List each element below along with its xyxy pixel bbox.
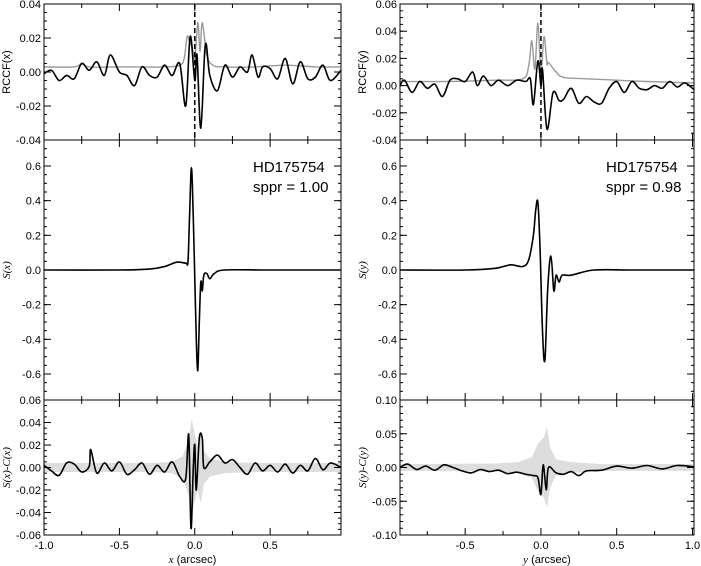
y-tick-label: -0.10 [372,530,397,542]
x-axis-label-unit: (arcsec) [174,554,217,566]
y-tick-label: -0.05 [372,496,397,508]
series-line-black [44,432,341,530]
series-line-black [400,199,694,363]
axes-frame [399,3,695,141]
y-tick-label: 0.2 [382,230,397,242]
panel-bottom-right: -0.10 -0.05 0.00 0.05 0.10 -0.5 0.0 0.5 1.0 S(y)-… [357,395,700,566]
panel-middle-left: -0.6 -0.4 -0.2 0.0 0.2 0.4 0.6 S(x) HD175754 sppr… [1,139,342,401]
panel-top-right: -0.04 -0.02 0.00 0.02 0.04 0.06 RCCF(y) [357,0,695,147]
panel-top-left: -0.04 -0.02 0.00 0.02 0.04 RCCF(x) [1,0,342,147]
y-tick-label: -0.02 [16,485,41,497]
y-tick-label: 0.06 [376,0,397,11]
y-axis-label: S(y) [357,261,369,279]
annotation-text: sppr = 1.00 [253,179,328,196]
y-tick-label: 0.02 [20,33,41,45]
y-tick-label: 0.4 [26,196,41,208]
y-tick-label: 0.00 [376,81,397,93]
y-axis-label: RCCF(x) [1,50,13,93]
y-tick-label: 0.04 [20,418,41,430]
uncertainty-band [400,427,694,508]
annotation-text: sppr = 0.98 [606,179,681,196]
x-axis-label-var: y [522,554,528,566]
x-tick-label: 0.0 [533,540,548,552]
series-line-black [44,166,341,372]
x-axis-label: x (arcsec) [168,554,217,566]
y-tick-label: 0.00 [20,463,41,475]
y-tick-label: -0.02 [372,108,397,120]
y-tick-label: -0.4 [22,334,41,346]
y-tick-label: 0.2 [26,230,41,242]
y-tick-label: -0.04 [16,135,41,147]
x-tick-label: 0.5 [609,540,624,552]
panel-middle-right: -0.6 -0.4 -0.2 0.0 0.2 0.4 0.6 S(y) HD175754 sppr… [357,139,695,401]
x-tick-label: 1.0 [685,540,700,552]
annotation-text: HD175754 [253,159,325,176]
y-tick-label: -0.4 [378,334,397,346]
x-axis-label: y (arcsec) [522,554,571,566]
y-tick-label: -0.6 [22,369,41,381]
series-line-black [400,463,694,496]
y-tick-label: -0.2 [22,300,41,312]
annotation-text: HD175754 [606,159,678,176]
y-tick-label: 0.0 [26,265,41,277]
x-tick-label: -0.5 [110,540,129,552]
y-axis-label: S(y)-C(y) [357,447,369,488]
y-tick-label: 0.02 [376,53,397,65]
y-tick-label: 0.6 [382,161,397,173]
series-line-gray [400,22,694,84]
series-line-black [400,60,694,130]
x-tick-label: 0.0 [187,540,202,552]
y-tick-label: -0.04 [372,135,397,147]
y-tick-label: -0.2 [378,300,397,312]
y-tick-label: 0.04 [376,26,397,38]
y-tick-label: 0.4 [382,196,397,208]
y-axis-label: S(x)-C(x) [1,447,13,488]
x-tick-label: -1.0 [35,540,54,552]
y-tick-label: 0.0 [382,265,397,277]
y-axis-label: S(x) [1,261,13,279]
y-tick-label: 0.06 [20,395,41,407]
x-axis-label-var: x [168,554,174,566]
y-tick-label: 0.6 [26,161,41,173]
y-tick-label: 0.10 [376,395,397,407]
series-line-black [44,35,341,129]
y-tick-label: -0.04 [16,508,41,520]
y-tick-label: 0.02 [20,440,41,452]
x-axis-label-unit: (arcsec) [528,554,571,566]
y-tick-label: 0.00 [20,67,41,79]
x-tick-label: 0.5 [262,540,277,552]
panel-bottom-left: -0.06 -0.04 -0.02 0.00 0.02 0.04 0.06 -1.0 -0.5 0… [1,395,342,566]
y-tick-label: 0.05 [376,429,397,441]
y-tick-label: -0.02 [16,101,41,113]
y-tick-label: 0.00 [376,463,397,475]
y-tick-label: 0.04 [20,0,41,11]
y-axis-label: RCCF(y) [357,50,369,93]
y-tick-label: -0.06 [16,530,41,542]
y-tick-label: -0.6 [378,369,397,381]
x-tick-label: -0.5 [456,540,475,552]
